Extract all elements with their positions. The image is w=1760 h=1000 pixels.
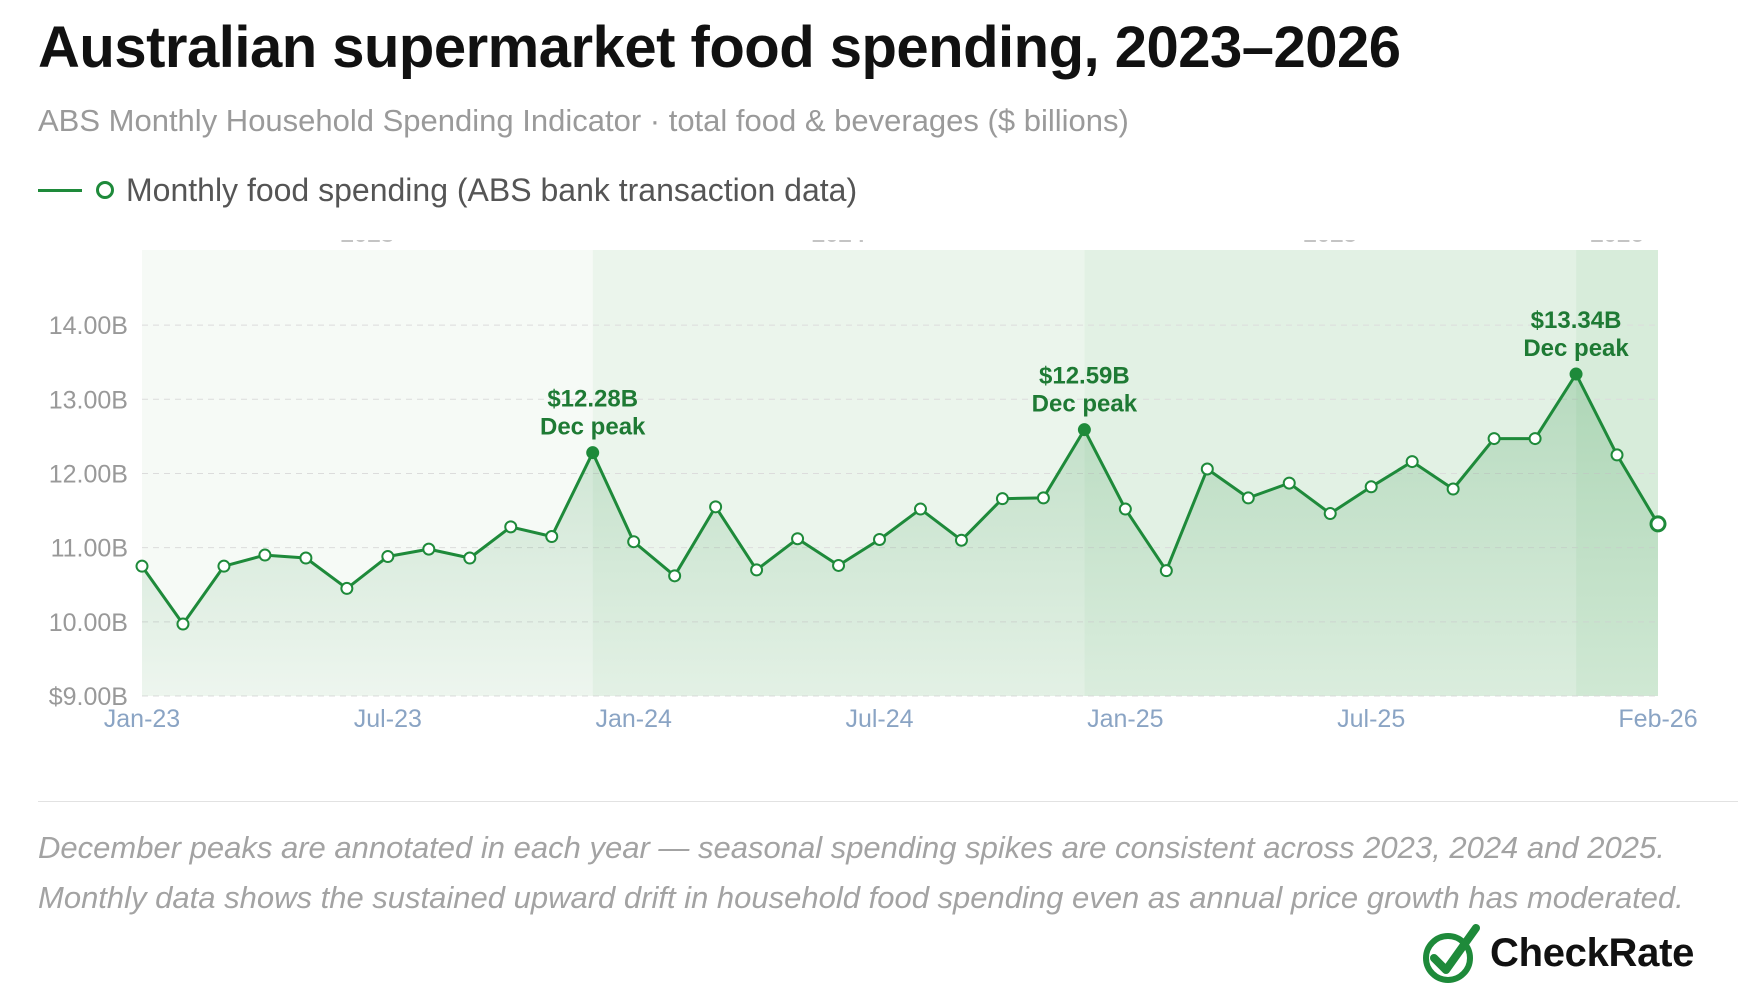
- annotation-value: $12.28B: [547, 386, 638, 413]
- data-point: [873, 532, 887, 546]
- y-tick-label: $9.00B: [49, 683, 128, 711]
- data-point: [1323, 507, 1337, 521]
- x-tick-label: Jan-24: [595, 705, 672, 733]
- data-point: [995, 492, 1009, 506]
- series-line: [140, 372, 1660, 626]
- data-point: [1118, 502, 1132, 516]
- annotation-text: Dec peak: [540, 414, 646, 441]
- data-point: [504, 520, 518, 534]
- data-point: [1487, 432, 1501, 446]
- data-point: [1446, 482, 1460, 496]
- data-point: [463, 551, 477, 565]
- year-label-2025: 2025: [1304, 240, 1357, 248]
- data-point: [1159, 564, 1173, 578]
- peak-point: [1077, 423, 1091, 437]
- divider: [38, 801, 1738, 802]
- x-tick-label: Jan-25: [1087, 705, 1163, 733]
- legend-label: Monthly food spending (ABS bank transact…: [126, 171, 858, 208]
- brand-logo: CheckRate: [1420, 922, 1694, 984]
- x-tick-label: Jul-23: [354, 705, 422, 733]
- x-tick-label: Jul-24: [845, 705, 913, 733]
- y-tick-label: 13.00B: [49, 386, 128, 414]
- data-point: [1610, 448, 1624, 462]
- data-point: [709, 500, 723, 514]
- line-chart: 2023 2024 2025 2026 $9.00B 10.00B 11.00B 12.00B…: [49, 240, 1698, 733]
- annotation-text: Dec peak: [1032, 391, 1138, 418]
- data-point: [422, 542, 436, 556]
- year-label-2024: 2024: [812, 240, 866, 248]
- data-point: [832, 558, 846, 572]
- data-point: [381, 550, 395, 564]
- data-point: [545, 530, 559, 544]
- data-point: [1200, 462, 1214, 476]
- footnote: December peaks are annotated in each yea…: [38, 830, 1684, 915]
- peak-point: [1569, 367, 1583, 381]
- checkmark-icon: [1423, 924, 1480, 983]
- x-tick-label: Jul-25: [1337, 705, 1405, 733]
- year-label-2023: 2023: [341, 240, 394, 248]
- data-point: [668, 569, 682, 583]
- y-tick-label: 11.00B: [51, 535, 128, 563]
- data-point: [340, 581, 354, 595]
- data-point: [1649, 515, 1667, 533]
- data-point: [1036, 491, 1050, 505]
- legend-line-swatch: [38, 188, 82, 192]
- data-point: [217, 559, 231, 573]
- data-point: [913, 502, 927, 516]
- data-point: [750, 563, 764, 577]
- year-label-2026: 2026: [1590, 240, 1643, 248]
- chart-title: Australian supermarket food spending, 20…: [38, 15, 1401, 80]
- data-point: [1241, 491, 1255, 505]
- brand-name: CheckRate: [1490, 930, 1695, 975]
- data-point: [176, 617, 190, 631]
- y-tick-label: 14.00B: [49, 312, 128, 340]
- data-point: [1282, 476, 1296, 490]
- legend-marker-swatch: [96, 181, 114, 199]
- data-point: [791, 532, 805, 546]
- data-point: [627, 535, 641, 549]
- x-tick-label: Jan-23: [104, 705, 180, 733]
- data-point: [299, 551, 313, 565]
- data-point: [1528, 432, 1542, 446]
- chart-subtitle: ABS Monthly Household Spending Indicator…: [38, 103, 1129, 138]
- y-tick-label: 10.00B: [49, 609, 128, 637]
- annotation-text: Dec peak: [1523, 335, 1629, 362]
- data-point: [1405, 455, 1419, 469]
- data-point: [954, 533, 968, 547]
- data-point: [258, 548, 272, 562]
- data-point: [1364, 480, 1378, 494]
- series-area: [142, 374, 1658, 696]
- y-tick-label: 12.00B: [49, 460, 128, 488]
- annotation-value: $12.59B: [1039, 363, 1130, 390]
- peak-point: [586, 446, 600, 460]
- legend: Monthly food spending (ABS bank transact…: [38, 170, 857, 210]
- x-tick-label: Feb-26: [1618, 705, 1697, 733]
- data-point: [135, 559, 149, 573]
- annotation-value: $13.34B: [1531, 307, 1622, 334]
